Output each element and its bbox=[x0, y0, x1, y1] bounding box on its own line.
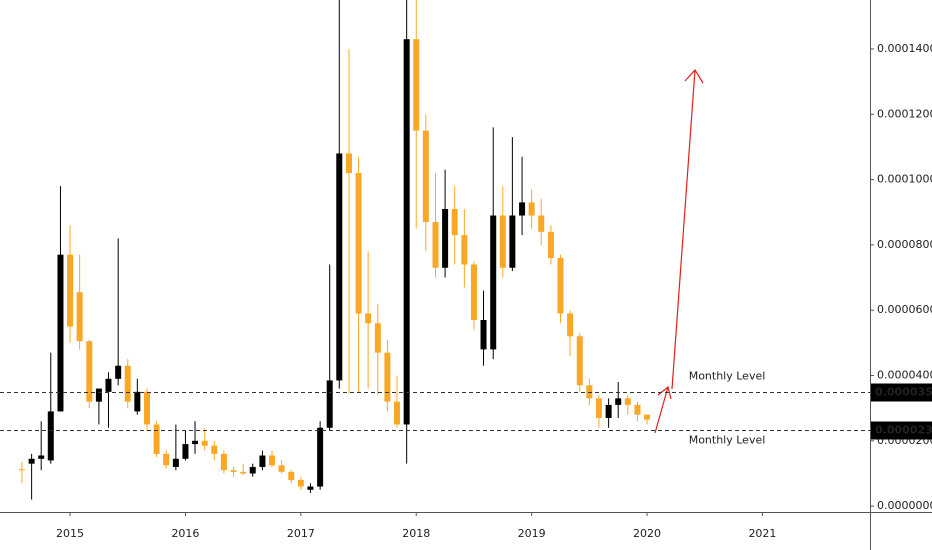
y-tick-label: 0.00000000 bbox=[877, 499, 932, 512]
candle-body bbox=[105, 378, 112, 392]
candle-body bbox=[432, 222, 439, 268]
candle-body bbox=[47, 411, 54, 461]
candle-body bbox=[163, 453, 170, 466]
x-tick-label: 2020 bbox=[633, 527, 661, 540]
candle-body bbox=[567, 313, 574, 337]
x-tick-label: 2021 bbox=[748, 527, 776, 540]
candle-body bbox=[490, 215, 497, 350]
candle-body bbox=[576, 336, 583, 386]
candle-body bbox=[38, 455, 45, 459]
candle-body bbox=[345, 153, 352, 174]
arrow-head bbox=[684, 69, 704, 84]
candle-body bbox=[86, 341, 93, 402]
candle-body bbox=[393, 401, 400, 425]
x-tick-label: 2017 bbox=[287, 527, 315, 540]
candle-body bbox=[268, 455, 275, 466]
candle-body bbox=[67, 254, 74, 327]
candle-body bbox=[538, 215, 545, 232]
level-label-box bbox=[871, 383, 932, 402]
candle-body bbox=[605, 404, 612, 418]
candle-body bbox=[355, 173, 362, 314]
level-label: 0.00003504 bbox=[875, 386, 932, 399]
candle-body bbox=[115, 365, 122, 379]
candle-body bbox=[76, 292, 83, 342]
candle-body bbox=[307, 486, 314, 490]
y-tick-label: 0.00004000 bbox=[877, 369, 932, 382]
candle-body bbox=[230, 470, 237, 472]
candle-body bbox=[28, 458, 35, 464]
y-tick-label: 0.00012000 bbox=[877, 107, 932, 120]
arrow bbox=[671, 69, 696, 390]
candle-body bbox=[124, 365, 131, 402]
candle-body bbox=[18, 469, 25, 471]
candle-body bbox=[240, 471, 247, 474]
x-tick-label: 2019 bbox=[518, 527, 546, 540]
x-tick-label: 2018 bbox=[402, 527, 430, 540]
candle-body bbox=[172, 458, 179, 467]
candle-body bbox=[249, 466, 256, 474]
candle-body bbox=[528, 202, 535, 216]
candle-body bbox=[220, 453, 227, 471]
candle-body bbox=[192, 440, 199, 445]
candle-body bbox=[144, 391, 151, 425]
candle-body bbox=[182, 444, 189, 459]
candle-body bbox=[499, 215, 506, 268]
y-tick-label: 0.00006000 bbox=[877, 303, 932, 316]
candle-body bbox=[624, 398, 631, 405]
candle-body bbox=[153, 424, 160, 454]
y-tick-label: 0.00014000 bbox=[877, 42, 932, 55]
candle-body bbox=[557, 257, 564, 314]
candle-body bbox=[615, 398, 622, 405]
candle-body bbox=[451, 208, 458, 236]
candle-body bbox=[519, 202, 526, 216]
candle-body bbox=[201, 440, 208, 446]
level-annotation: Monthly Level bbox=[689, 370, 766, 383]
candle-body bbox=[422, 130, 429, 223]
candle-body bbox=[278, 465, 285, 472]
candle-body bbox=[547, 231, 554, 258]
candle-body bbox=[57, 254, 64, 412]
candle-body bbox=[480, 320, 487, 350]
candle-body bbox=[95, 388, 102, 402]
x-tick-label: 2016 bbox=[171, 527, 199, 540]
level-label: 0.00002330 bbox=[875, 424, 932, 437]
candle-body bbox=[403, 39, 410, 425]
level-annotation: Monthly Level bbox=[689, 434, 766, 447]
candle-body bbox=[374, 323, 381, 353]
y-tick-label: 0.00010000 bbox=[877, 173, 932, 186]
candle-body bbox=[461, 235, 468, 265]
candle-body bbox=[317, 427, 324, 487]
candle-body bbox=[134, 391, 141, 412]
candle-body bbox=[442, 208, 449, 268]
candle-body bbox=[634, 404, 641, 415]
level-label-box bbox=[871, 421, 932, 440]
candle-body bbox=[384, 352, 391, 402]
candle-body bbox=[297, 480, 304, 487]
candle-body bbox=[365, 313, 372, 324]
candle-body bbox=[259, 455, 266, 467]
candle-body bbox=[470, 264, 477, 320]
candle-body bbox=[211, 445, 218, 454]
candle-body bbox=[509, 215, 516, 268]
candle-body bbox=[288, 471, 295, 480]
y-tick-label: 0.00008000 bbox=[877, 238, 932, 251]
candle-body bbox=[644, 414, 651, 420]
candle-body bbox=[595, 398, 602, 418]
candle-body bbox=[413, 39, 420, 131]
candle-body bbox=[336, 153, 343, 381]
x-tick-label: 2015 bbox=[56, 527, 84, 540]
candle-body bbox=[326, 380, 333, 428]
arrow bbox=[654, 386, 669, 434]
candle-body bbox=[586, 385, 593, 399]
